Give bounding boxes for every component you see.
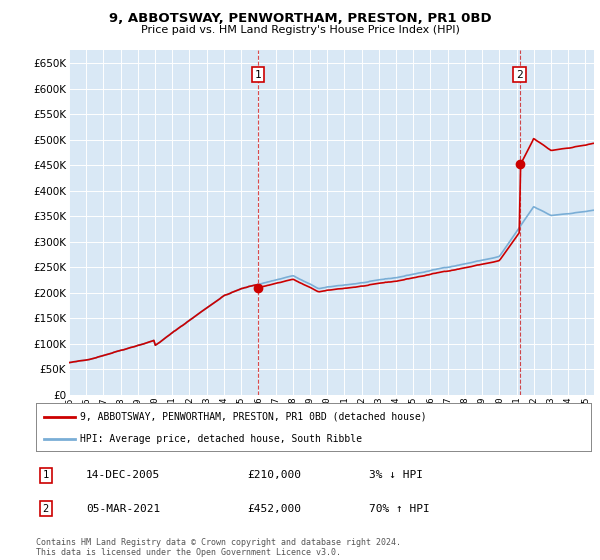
Text: 2: 2 bbox=[43, 504, 49, 514]
Text: 3% ↓ HPI: 3% ↓ HPI bbox=[369, 470, 423, 480]
Text: 9, ABBOTSWAY, PENWORTHAM, PRESTON, PR1 0BD: 9, ABBOTSWAY, PENWORTHAM, PRESTON, PR1 0… bbox=[109, 12, 491, 25]
Text: 2: 2 bbox=[516, 69, 523, 80]
Text: Price paid vs. HM Land Registry's House Price Index (HPI): Price paid vs. HM Land Registry's House … bbox=[140, 25, 460, 35]
Text: £452,000: £452,000 bbox=[247, 504, 301, 514]
Text: £210,000: £210,000 bbox=[247, 470, 301, 480]
Text: 14-DEC-2005: 14-DEC-2005 bbox=[86, 470, 160, 480]
Text: 05-MAR-2021: 05-MAR-2021 bbox=[86, 504, 160, 514]
Text: 70% ↑ HPI: 70% ↑ HPI bbox=[369, 504, 430, 514]
Text: HPI: Average price, detached house, South Ribble: HPI: Average price, detached house, Sout… bbox=[80, 434, 362, 444]
Text: 9, ABBOTSWAY, PENWORTHAM, PRESTON, PR1 0BD (detached house): 9, ABBOTSWAY, PENWORTHAM, PRESTON, PR1 0… bbox=[80, 412, 427, 422]
Text: 1: 1 bbox=[254, 69, 261, 80]
Text: 1: 1 bbox=[43, 470, 49, 480]
Text: Contains HM Land Registry data © Crown copyright and database right 2024.
This d: Contains HM Land Registry data © Crown c… bbox=[36, 538, 401, 557]
